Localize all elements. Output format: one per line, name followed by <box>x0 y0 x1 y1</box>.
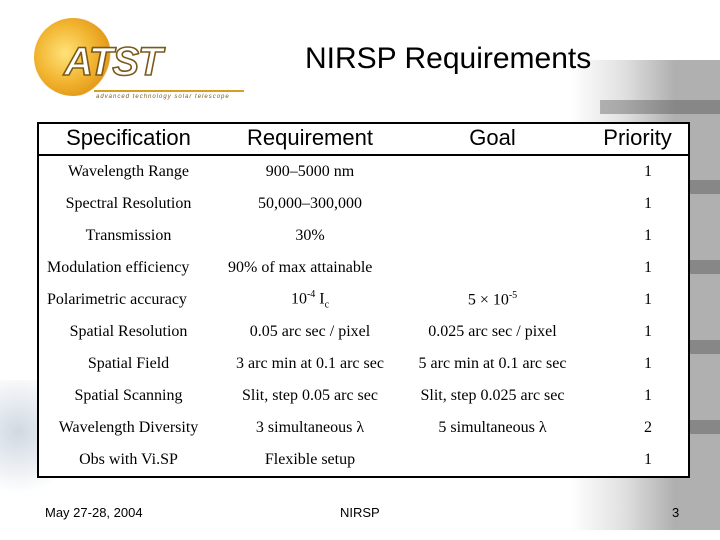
cell-goal <box>400 188 585 220</box>
requirements-table: Specification Requirement Goal Priority … <box>37 122 690 476</box>
footer-title: NIRSP <box>340 505 380 520</box>
cell-req: Slit, step 0.05 arc sec <box>242 387 378 404</box>
cell-req: 50,000–300,000 <box>258 195 362 212</box>
cell-goal: 5 simultaneous λ <box>438 419 547 436</box>
cell-priority: 2 <box>644 419 652 436</box>
cell-req: 3 simultaneous λ <box>255 419 365 436</box>
cell-req: 0.05 arc sec / pixel <box>249 323 371 340</box>
cell-spec: Obs with Vi.SP <box>79 451 178 468</box>
logo-subtitle: advanced technology solar telescope <box>96 94 230 100</box>
atst-logo: ATST advanced technology solar telescope <box>34 18 244 100</box>
cell-req: 900–5000 nm <box>265 163 355 180</box>
cell-spec: Spectral Resolution <box>65 195 192 212</box>
cell-spec: Wavelength Range <box>68 163 189 180</box>
cell-goal: 0.025 arc sec / pixel <box>428 323 557 340</box>
table-row: Transmission 30% 1 <box>37 220 690 252</box>
cell-req: 3 arc min at 0.1 arc sec <box>236 355 384 372</box>
cell-goal <box>400 155 585 188</box>
table-row: Spatial Field 3 arc min at 0.1 arc sec 5… <box>37 348 690 380</box>
footer-date: May 27-28, 2004 <box>45 505 143 520</box>
cell-goal <box>400 252 585 284</box>
cell-spec: Transmission <box>85 227 172 244</box>
logo-text: ATST <box>63 39 163 85</box>
cell-priority: 1 <box>644 195 652 212</box>
cell-priority: 1 <box>644 227 652 244</box>
cell-goal: 5 arc min at 0.1 arc sec <box>418 355 567 372</box>
sun-icon <box>34 18 112 96</box>
header-goal: Goal <box>400 122 585 156</box>
cell-spec: Modulation efficiency <box>47 259 190 276</box>
cell-priority: 1 <box>644 259 652 276</box>
cell-priority: 1 <box>644 355 652 372</box>
table-row: Modulation efficiency 90% of max attaina… <box>37 252 690 284</box>
table-row: Wavelength Range 900–5000 nm 1 <box>37 155 690 188</box>
table-row: Wavelength Diversity 3 simultaneous λ 5 … <box>37 412 690 444</box>
cell-goal: 5 × 10-5 <box>467 290 518 309</box>
table-header-row: Specification Requirement Goal Priority <box>37 122 690 156</box>
cell-goal <box>400 444 585 476</box>
cell-priority: 1 <box>644 163 652 180</box>
table-row: Polarimetric accuracy 10-4 Ic 5 × 10-5 1 <box>37 284 690 316</box>
cell-req: 90% of max attainable <box>228 259 373 276</box>
cell-spec: Spatial Field <box>87 355 170 372</box>
cell-req: 30% <box>295 227 325 244</box>
cell-goal <box>400 220 585 252</box>
header-priority: Priority <box>585 122 690 156</box>
page-number: 3 <box>672 505 680 520</box>
cell-priority: 1 <box>644 291 652 308</box>
cell-spec: Polarimetric accuracy <box>47 291 187 308</box>
table-row: Spatial Scanning Slit, step 0.05 arc sec… <box>37 380 690 412</box>
table-row: Obs with Vi.SP Flexible setup 1 <box>37 444 690 476</box>
table-row: Spectral Resolution 50,000–300,000 1 <box>37 188 690 220</box>
cell-priority: 1 <box>644 387 652 404</box>
header-specification: Specification <box>37 122 220 156</box>
slide-title: NIRSP Requirements <box>305 42 592 75</box>
cell-goal: Slit, step 0.025 arc sec <box>420 387 565 404</box>
cell-spec: Wavelength Diversity <box>58 419 199 436</box>
cell-priority: 1 <box>644 323 652 340</box>
cell-req: Flexible setup <box>264 451 356 468</box>
cell-spec: Spatial Scanning <box>74 387 183 404</box>
cell-priority: 1 <box>644 451 652 468</box>
table-row: Spatial Resolution 0.05 arc sec / pixel … <box>37 316 690 348</box>
header-requirement: Requirement <box>220 122 400 156</box>
cell-spec: Spatial Resolution <box>69 323 188 340</box>
cell-req: 10-4 Ic <box>290 289 330 311</box>
